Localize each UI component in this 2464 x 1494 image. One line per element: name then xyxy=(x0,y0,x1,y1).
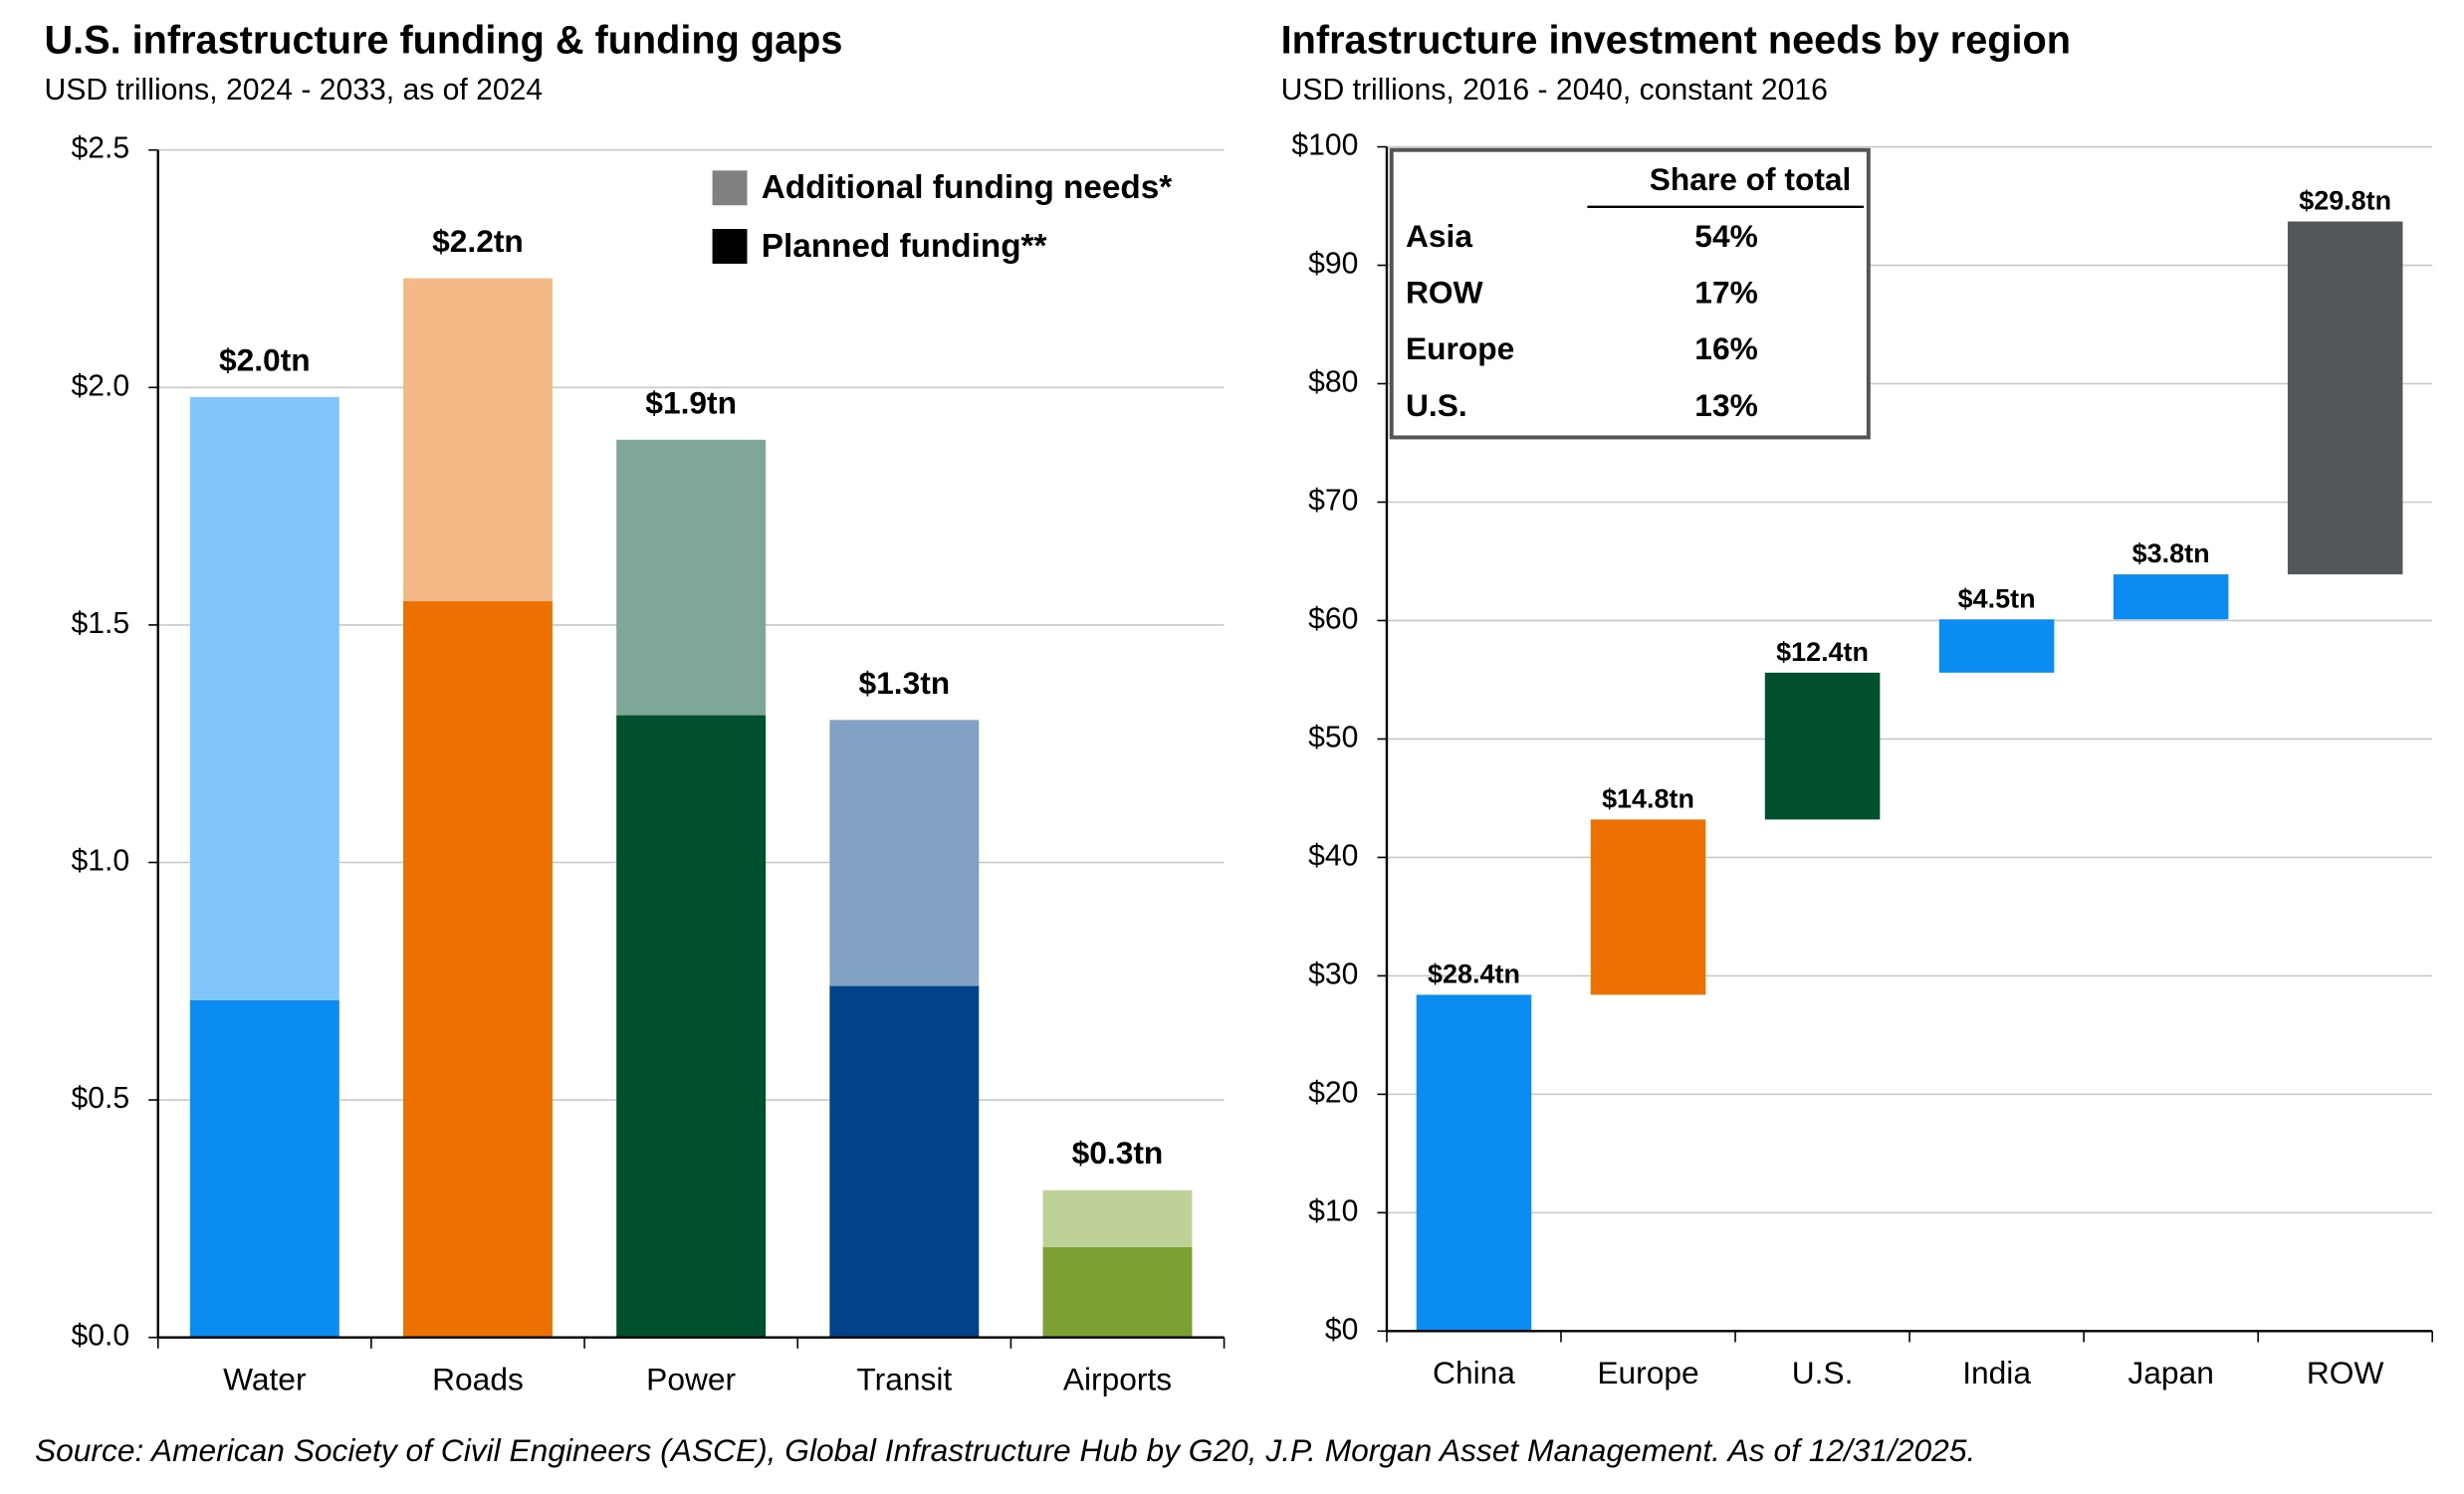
x-tick-label: Japan xyxy=(2128,1355,2213,1390)
bar xyxy=(1590,819,1706,995)
bar xyxy=(2113,574,2229,620)
chart-subtitle: USD trillions, 2024 - 2033, as of 2024 xyxy=(45,74,544,107)
share-region: Europe xyxy=(1406,330,1514,366)
y-tick-label: $2.0 xyxy=(72,369,130,402)
x-tick-label: Europe xyxy=(1597,1355,1698,1390)
x-tick-label: Transit xyxy=(856,1361,952,1396)
chart-title: Infrastructure investment needs by regio… xyxy=(1281,18,2071,62)
y-tick-label: $80 xyxy=(1308,365,1358,398)
share-value: 17% xyxy=(1694,275,1757,311)
y-tick-label: $2.5 xyxy=(72,132,130,165)
y-tick-label: $0.5 xyxy=(72,1082,130,1115)
y-tick-label: $50 xyxy=(1308,721,1358,753)
total-label: $0.3tn xyxy=(1072,1135,1164,1171)
y-tick-label: $60 xyxy=(1308,602,1358,635)
x-tick-label: Airports xyxy=(1063,1361,1172,1396)
bar-segment xyxy=(616,439,767,716)
x-tick-label: China xyxy=(1433,1355,1515,1390)
share-region: ROW xyxy=(1406,275,1483,311)
y-tick-label: $1.0 xyxy=(72,844,130,877)
legend-label: Additional funding needs* xyxy=(762,169,1173,206)
total-label: $1.3tn xyxy=(858,665,950,701)
bar xyxy=(1938,619,2055,673)
value-label: $29.8tn xyxy=(2299,186,2391,216)
y-tick-label: $40 xyxy=(1308,839,1358,872)
y-tick-label: $90 xyxy=(1308,247,1358,280)
legend-swatch xyxy=(712,170,748,206)
share-table-box xyxy=(1389,147,1871,440)
y-tick-label: $20 xyxy=(1308,1076,1358,1109)
y-tick-label: $30 xyxy=(1308,958,1358,990)
bar-segment xyxy=(829,720,980,986)
bar-segment xyxy=(403,278,553,602)
bar-segment xyxy=(189,999,339,1338)
legend-swatch xyxy=(712,229,748,264)
y-tick-label: $0 xyxy=(1325,1313,1359,1346)
share-value: 16% xyxy=(1694,330,1757,366)
x-tick-label: Power xyxy=(646,1361,736,1396)
total-label: $2.0tn xyxy=(219,341,311,377)
total-label: $1.9tn xyxy=(645,384,737,420)
value-label: $3.8tn xyxy=(2132,538,2210,568)
share-region: Asia xyxy=(1406,218,1472,254)
x-tick-label: U.S. xyxy=(1792,1355,1854,1390)
share-region: U.S. xyxy=(1406,387,1467,423)
bar xyxy=(1764,672,1881,820)
value-label: $28.4tn xyxy=(1428,960,1520,989)
x-tick-label: India xyxy=(1962,1355,2031,1390)
x-tick-label: Water xyxy=(223,1361,307,1396)
y-tick-label: $10 xyxy=(1308,1194,1358,1227)
source-note: Source: American Society of Civil Engine… xyxy=(35,1432,1975,1468)
y-tick-label: $100 xyxy=(1291,129,1358,162)
legend-label: Planned funding** xyxy=(762,228,1047,265)
y-tick-label: $70 xyxy=(1308,484,1358,517)
share-table-header: Share of total xyxy=(1650,161,1852,197)
bar-segment xyxy=(403,601,553,1338)
share-value: 54% xyxy=(1694,218,1757,254)
value-label: $14.8tn xyxy=(1602,783,1694,813)
bar xyxy=(1416,994,1532,1332)
chart-subtitle: USD trillions, 2016 - 2040, constant 201… xyxy=(1281,74,1828,107)
bar-segment xyxy=(829,985,980,1338)
bar-segment xyxy=(189,396,339,1000)
x-tick-label: Roads xyxy=(432,1361,524,1396)
share-value: 13% xyxy=(1694,387,1757,423)
bar-segment xyxy=(616,715,767,1338)
bar-segment xyxy=(1042,1247,1193,1338)
bar xyxy=(2287,221,2403,575)
y-tick-label: $1.5 xyxy=(72,607,130,640)
x-tick-label: ROW xyxy=(2307,1355,2384,1390)
chart-title: U.S. infrastructure funding & funding ga… xyxy=(45,18,843,62)
value-label: $12.4tn xyxy=(1776,637,1869,667)
value-label: $4.5tn xyxy=(1958,583,2036,613)
total-label: $2.2tn xyxy=(432,223,524,259)
y-tick-label: $0.0 xyxy=(72,1320,130,1353)
bar-segment xyxy=(1042,1189,1193,1248)
